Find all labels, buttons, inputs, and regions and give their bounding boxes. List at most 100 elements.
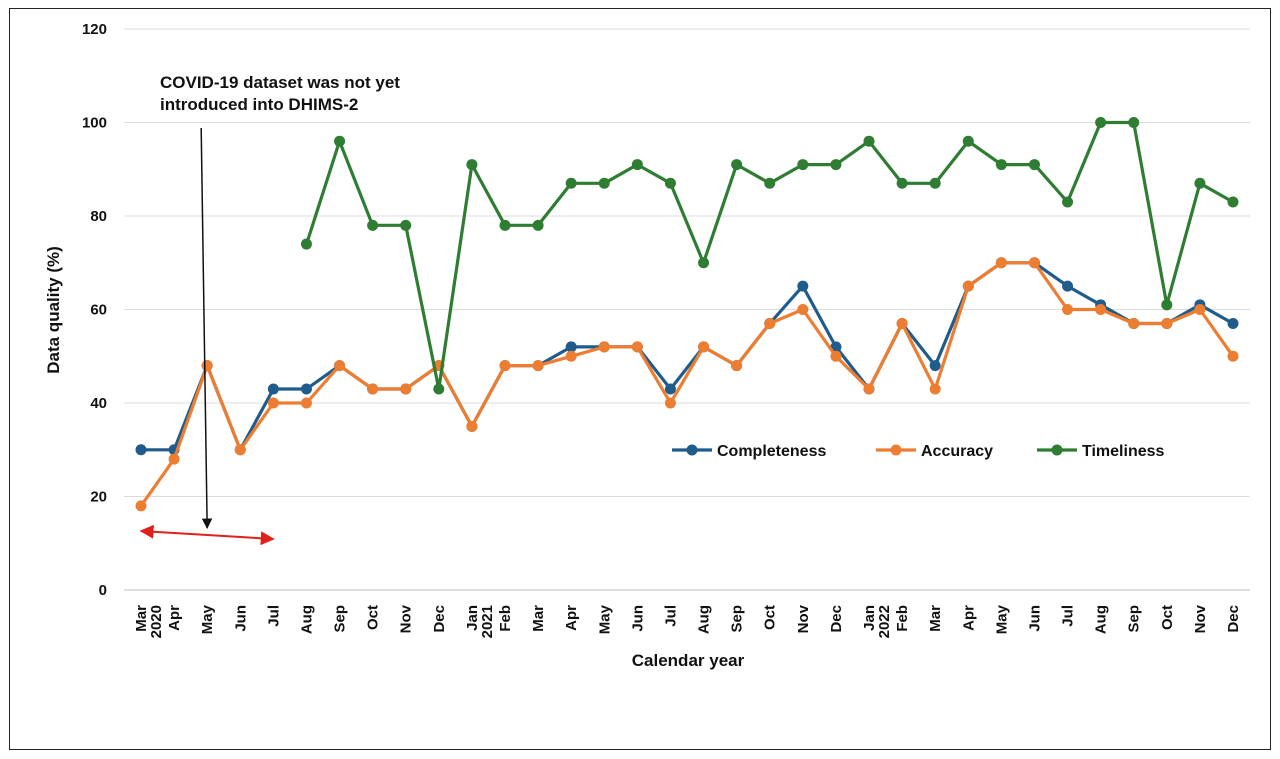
data-point bbox=[1194, 304, 1206, 315]
data-point bbox=[300, 383, 312, 395]
series-completeness bbox=[135, 257, 1239, 456]
series-line bbox=[139, 261, 1235, 507]
gridlines bbox=[124, 28, 1250, 591]
x-tick-label: Jun bbox=[232, 605, 249, 632]
x-tick-label: Nov bbox=[398, 604, 415, 633]
data-point bbox=[962, 135, 974, 147]
data-point bbox=[532, 360, 544, 372]
data-point bbox=[1227, 318, 1239, 330]
x-tick-label: May bbox=[596, 604, 613, 634]
chart-frame bbox=[9, 8, 1271, 750]
data-point bbox=[797, 159, 809, 171]
data-point bbox=[367, 383, 379, 395]
data-point bbox=[929, 383, 941, 395]
x-axis-ticks: Mar Apr May Jun Jul Aug Sep Oct Nov Dec Jan Feb Mar A… bbox=[133, 604, 1242, 638]
data-point bbox=[135, 500, 147, 512]
x-tick-label: Oct bbox=[365, 605, 382, 630]
x-tick-label: May bbox=[993, 604, 1010, 634]
data-point bbox=[1161, 299, 1173, 311]
x-tick-label: Apr bbox=[166, 605, 183, 631]
x-tick-label: Mar bbox=[530, 605, 547, 632]
data-point bbox=[664, 383, 676, 395]
y-axis-label: Data quality (%) bbox=[44, 246, 63, 374]
x-tick-label: Jul bbox=[1060, 605, 1077, 627]
x-tick-label: Jul bbox=[662, 605, 679, 627]
data-point bbox=[598, 341, 610, 353]
x-tick-label: Oct bbox=[1159, 605, 1176, 630]
data-point bbox=[499, 219, 511, 231]
annotation: COVID-19 dataset was not yet introduced i… bbox=[139, 73, 400, 546]
data-point bbox=[1028, 159, 1040, 171]
data-point bbox=[896, 177, 908, 189]
data-point bbox=[400, 383, 412, 395]
data-point bbox=[201, 360, 213, 372]
data-point bbox=[1095, 304, 1107, 315]
data-point bbox=[1227, 196, 1239, 208]
data-point bbox=[1128, 318, 1140, 330]
series-timeliness bbox=[300, 117, 1239, 395]
x-tick-label: Feb bbox=[497, 605, 514, 632]
legend-marker bbox=[1051, 444, 1063, 456]
x-year-label: 2021 bbox=[479, 605, 496, 638]
data-point bbox=[300, 397, 312, 409]
legend-marker bbox=[686, 444, 698, 456]
series-accuracy bbox=[135, 257, 1239, 512]
range-arrow bbox=[139, 524, 275, 546]
annotation-arrow bbox=[200, 127, 213, 530]
data-point bbox=[1161, 318, 1173, 330]
data-point bbox=[830, 341, 842, 353]
data-point bbox=[962, 280, 974, 292]
data-point bbox=[631, 159, 643, 171]
y-tick-label: 100 bbox=[82, 115, 107, 132]
legend-label: Accuracy bbox=[921, 443, 993, 460]
data-point bbox=[664, 177, 676, 189]
x-tick-label: Aug bbox=[298, 605, 315, 634]
data-point bbox=[135, 444, 147, 456]
data-point bbox=[764, 318, 776, 330]
x-year-label: 2020 bbox=[148, 605, 165, 638]
x-tick-label: Sep bbox=[729, 605, 746, 633]
data-point bbox=[764, 177, 776, 189]
x-tick-label: Sep bbox=[1126, 605, 1143, 633]
data-point bbox=[929, 177, 941, 189]
x-tick-label: Jun bbox=[629, 605, 646, 632]
x-tick-label: Apr bbox=[563, 605, 580, 631]
data-point bbox=[698, 341, 710, 353]
legend-label: Completeness bbox=[717, 443, 826, 460]
data-point bbox=[598, 177, 610, 189]
y-tick-label: 80 bbox=[90, 208, 107, 225]
data-point bbox=[234, 444, 246, 456]
x-tick-label: Dec bbox=[431, 605, 448, 633]
x-tick-label: Jun bbox=[1026, 605, 1043, 632]
x-tick-label: Mar bbox=[927, 605, 944, 632]
x-tick-label: May bbox=[199, 604, 216, 634]
y-tick-label: 60 bbox=[90, 302, 107, 319]
data-point bbox=[499, 360, 511, 372]
annotation-text: COVID-19 dataset was not yet bbox=[160, 73, 400, 92]
data-point bbox=[334, 360, 346, 372]
y-tick-label: 20 bbox=[90, 489, 107, 506]
x-tick-label: Jan bbox=[464, 605, 481, 631]
data-point bbox=[400, 219, 412, 231]
x-tick-label: Oct bbox=[762, 605, 779, 630]
data-point bbox=[664, 397, 676, 409]
x-tick-label: Jul bbox=[265, 605, 282, 627]
series-lines bbox=[135, 117, 1239, 512]
data-point bbox=[367, 219, 379, 231]
data-point bbox=[565, 177, 577, 189]
data-point bbox=[334, 135, 346, 147]
data-point bbox=[300, 238, 312, 250]
x-tick-label: Apr bbox=[960, 605, 977, 631]
data-point bbox=[698, 257, 710, 269]
data-point bbox=[433, 383, 445, 395]
x-tick-label: Nov bbox=[1192, 604, 1209, 633]
data-point bbox=[168, 453, 180, 465]
data-point bbox=[1062, 196, 1074, 208]
x-year-label: 2022 bbox=[876, 605, 893, 638]
data-point bbox=[995, 257, 1007, 269]
data-point bbox=[1194, 177, 1206, 189]
data-point bbox=[929, 360, 941, 372]
x-tick-label: Dec bbox=[828, 605, 845, 633]
x-tick-label: Mar bbox=[133, 605, 150, 632]
